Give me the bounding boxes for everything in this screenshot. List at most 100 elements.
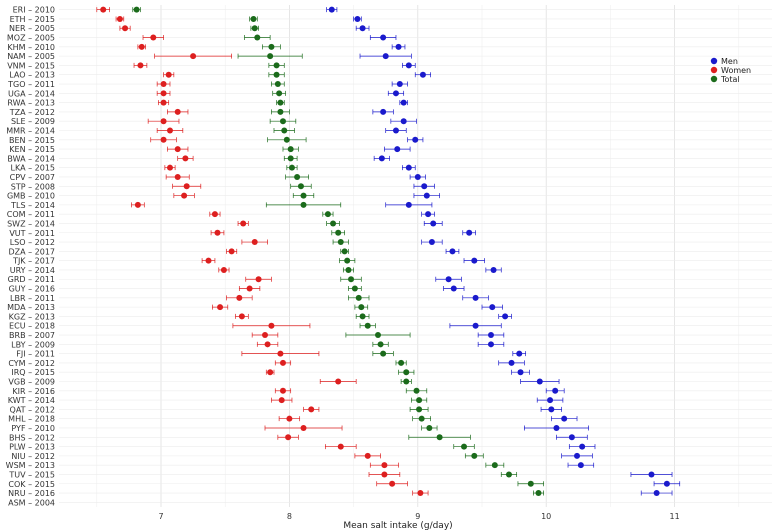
y-tick-label: SLE – 2009	[11, 117, 55, 126]
y-tick-label: COK – 2015	[8, 480, 55, 489]
chart-series	[96, 6, 681, 497]
data-point	[505, 471, 512, 478]
data-point	[579, 443, 586, 450]
data-point	[568, 434, 575, 441]
y-tick-label: ETH – 2015	[10, 15, 55, 24]
data-point	[552, 387, 559, 394]
data-point	[392, 90, 399, 97]
y-tick-label: VNM – 2015	[7, 61, 55, 70]
data-point	[403, 378, 410, 385]
data-point	[561, 415, 568, 422]
data-point	[281, 127, 288, 134]
data-point	[466, 229, 473, 236]
data-point	[262, 332, 269, 339]
data-point	[405, 62, 412, 69]
data-point	[416, 406, 423, 413]
y-tick-label: TZA – 2012	[9, 108, 55, 117]
data-point	[138, 43, 145, 50]
data-point	[648, 471, 655, 478]
series-total	[132, 6, 544, 497]
data-point	[364, 452, 371, 459]
data-point	[430, 220, 437, 227]
data-point	[335, 229, 342, 236]
data-point	[400, 118, 407, 125]
x-tick-label: 9	[415, 512, 420, 521]
data-point	[267, 53, 274, 60]
y-tick-label: MOZ – 2005	[7, 34, 55, 43]
data-point	[471, 452, 478, 459]
data-point	[273, 71, 280, 78]
data-point	[277, 350, 284, 357]
data-point	[100, 6, 107, 13]
data-point	[238, 313, 245, 320]
y-tick-label: KWT – 2014	[8, 396, 55, 405]
data-point	[228, 248, 235, 255]
data-point	[450, 285, 457, 292]
y-tick-label: WSM – 2013	[6, 461, 55, 470]
data-point	[548, 406, 555, 413]
data-point	[412, 136, 419, 143]
data-point	[255, 276, 262, 283]
data-point	[116, 15, 123, 22]
data-point	[274, 81, 281, 88]
data-point	[285, 434, 292, 441]
data-point	[380, 34, 387, 41]
y-tick-label: BWA – 2014	[7, 154, 55, 163]
y-tick-label: BEN – 2015	[9, 136, 55, 145]
data-point	[472, 294, 479, 301]
data-point	[328, 6, 335, 13]
y-tick-label: NRU – 2016	[8, 489, 55, 498]
data-point	[364, 322, 371, 329]
x-tick-label: 11	[670, 512, 680, 521]
y-tick-label: VGB – 2009	[8, 378, 55, 387]
y-tick-label: IRQ – 2015	[11, 368, 55, 377]
y-tick-label: GRD – 2011	[8, 275, 55, 284]
data-point	[268, 43, 275, 50]
y-tick-label: TUV – 2015	[8, 470, 55, 479]
data-point	[516, 350, 523, 357]
data-point	[288, 164, 295, 171]
data-point	[471, 257, 478, 264]
data-point	[416, 397, 423, 404]
data-point	[419, 71, 426, 78]
data-point	[491, 462, 498, 469]
y-tick-label: PYF – 2010	[11, 424, 55, 433]
data-point	[508, 359, 515, 366]
data-point	[268, 322, 275, 329]
data-point	[251, 25, 258, 32]
data-point	[122, 25, 129, 32]
data-point	[418, 415, 425, 422]
data-point	[490, 266, 497, 273]
series-men	[326, 6, 681, 497]
data-point	[174, 173, 181, 180]
data-point	[279, 359, 286, 366]
x-tick-label: 10	[541, 512, 551, 521]
y-tick-label: ASM – 2004	[8, 498, 55, 507]
y-tick-label: FJI – 2011	[16, 350, 55, 359]
y-tick-label: UGA – 2014	[8, 89, 55, 98]
data-point	[300, 201, 307, 208]
data-point	[553, 424, 560, 431]
data-point	[374, 332, 381, 339]
data-point	[421, 183, 428, 190]
y-tick-label: KHM – 2010	[7, 43, 55, 52]
data-point	[351, 285, 358, 292]
data-point	[190, 53, 197, 60]
data-point	[297, 183, 304, 190]
data-point	[389, 480, 396, 487]
data-point	[359, 313, 366, 320]
data-point	[181, 192, 188, 199]
chart-grid	[59, 5, 772, 507]
data-point	[279, 387, 286, 394]
data-point	[436, 434, 443, 441]
data-point	[527, 480, 534, 487]
y-tick-label: NAM – 2005	[7, 52, 55, 61]
data-point	[426, 424, 433, 431]
y-tick-label: KEN – 2015	[9, 145, 55, 154]
data-point	[160, 136, 167, 143]
data-point	[165, 71, 172, 78]
data-point	[380, 350, 387, 357]
data-point	[160, 118, 167, 125]
